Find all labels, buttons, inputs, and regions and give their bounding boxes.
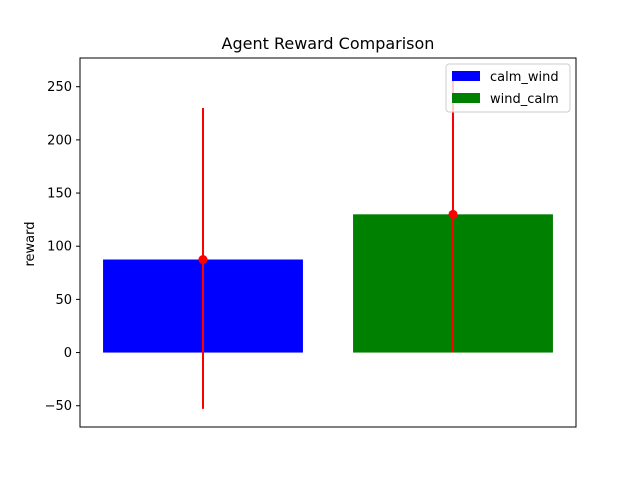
chart-title: Agent Reward Comparison — [222, 34, 435, 53]
axes-frame — [79, 57, 577, 428]
error-bars — [198, 71, 458, 409]
y-tick-label: 200 — [47, 133, 72, 148]
y-tick-label: 50 — [55, 293, 72, 308]
y-tick-label: −50 — [45, 399, 72, 414]
y-axis: −50 0 50 100 150 200 250 — [45, 57, 577, 428]
legend: calm_wind wind_calm — [445, 63, 571, 113]
y-tick-label: 100 — [47, 240, 72, 255]
y-tick-label: 0 — [64, 346, 72, 361]
legend-swatch-wind_calm — [452, 93, 480, 103]
legend-swatch-calm_wind — [452, 71, 480, 81]
y-tick-label: 150 — [47, 187, 72, 202]
mean-marker-wind_calm — [448, 209, 458, 219]
plot-area — [103, 214, 553, 353]
legend-label-calm_wind: calm_wind — [490, 70, 559, 85]
legend-label-wind_calm: wind_calm — [490, 92, 559, 107]
y-axis-label: reward — [23, 221, 38, 266]
mean-marker-calm_wind — [198, 255, 208, 265]
y-tick-label: 250 — [47, 80, 72, 95]
